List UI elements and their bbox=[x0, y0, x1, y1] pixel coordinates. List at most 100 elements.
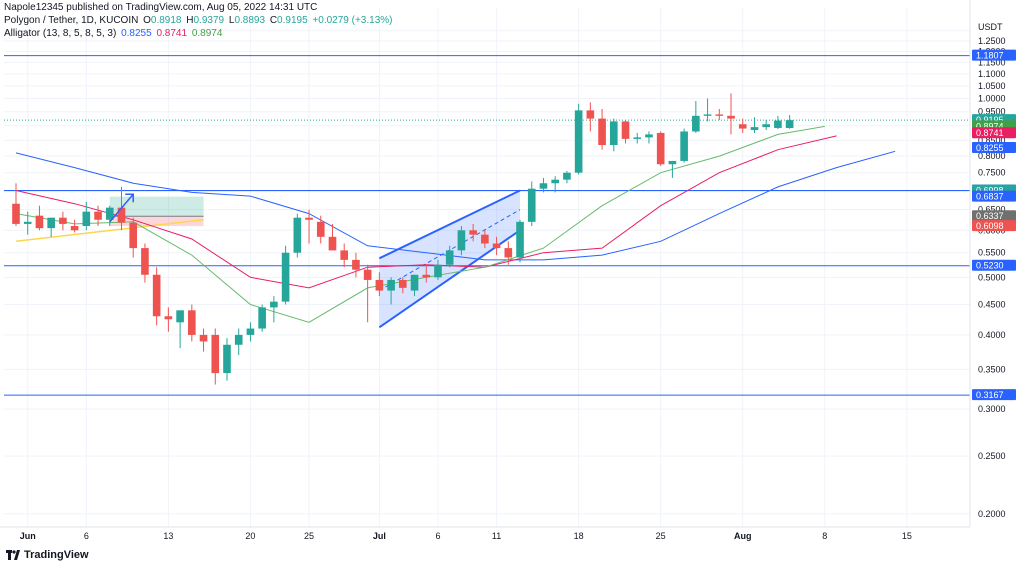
ohlc-close: 0.9195 bbox=[277, 15, 308, 26]
jaw-value: 0.8255 bbox=[121, 28, 152, 39]
price-tick-label: 1.0500 bbox=[978, 81, 1006, 91]
candle-body bbox=[199, 334, 208, 342]
symbol-name: Polygon / Tether, 1D, KUCOIN bbox=[4, 15, 139, 26]
candle-body bbox=[352, 259, 360, 270]
candle-body bbox=[23, 221, 32, 224]
time-tick-label: Jun bbox=[20, 531, 36, 541]
time-tick-label: Jul bbox=[373, 531, 386, 541]
candle-body bbox=[223, 344, 231, 374]
channel-upper-line bbox=[378, 189, 521, 260]
price-tick-label: 0.6500 bbox=[978, 205, 1006, 215]
candle-body bbox=[340, 250, 349, 260]
price-label-tag bbox=[972, 220, 1016, 232]
candle-body bbox=[399, 279, 407, 288]
time-tick-label: 6 bbox=[84, 531, 89, 541]
candle-body bbox=[316, 221, 325, 237]
candle-body bbox=[410, 274, 419, 291]
legend-symbol-row: Polygon / Tether, 1D, KUCOIN O0.8918 H0.… bbox=[4, 15, 392, 26]
candle-body bbox=[363, 269, 372, 280]
price-tick-label: 1.1500 bbox=[978, 57, 1006, 67]
price-tick-label: 1.1000 bbox=[978, 69, 1006, 79]
price-tick-label: 0.4000 bbox=[978, 330, 1006, 340]
time-tick-label: 20 bbox=[245, 531, 255, 541]
time-tick-label: 18 bbox=[574, 531, 584, 541]
price-label-text: 0.8974 bbox=[976, 121, 1004, 131]
candle-body bbox=[785, 120, 794, 129]
candle-body bbox=[750, 127, 759, 131]
time-tick-label: Aug bbox=[734, 531, 752, 541]
candle-body bbox=[105, 207, 114, 220]
candle-body bbox=[152, 274, 161, 317]
time-tick-label: 25 bbox=[304, 531, 314, 541]
candle-body bbox=[35, 215, 44, 229]
grid-layer bbox=[4, 8, 970, 527]
candle-body bbox=[129, 222, 138, 249]
price-label-text: 0.5230 bbox=[976, 261, 1004, 271]
lips-value: 0.8974 bbox=[191, 28, 223, 39]
candle-body bbox=[246, 328, 255, 335]
price-label-text: 0.8255 bbox=[976, 143, 1004, 153]
candle-body bbox=[680, 131, 688, 161]
candle-body bbox=[12, 203, 20, 224]
time-tick-label: 6 bbox=[435, 531, 440, 541]
candle-body bbox=[375, 279, 384, 291]
candle-body bbox=[715, 114, 724, 116]
candle-body bbox=[211, 334, 220, 374]
price-label-tag bbox=[972, 210, 1016, 222]
candle-body bbox=[527, 188, 536, 222]
candle-body bbox=[328, 236, 337, 251]
price-axis-bg bbox=[970, 0, 1024, 567]
candle-body bbox=[481, 234, 489, 244]
price-label-tag bbox=[972, 49, 1016, 61]
candle-body bbox=[234, 334, 243, 345]
candle-body bbox=[176, 310, 184, 323]
tradingview-logo-icon bbox=[6, 550, 20, 560]
time-axis: Jun 6 13 20 25 Jul 6 11 18 25 Aug 8 15 bbox=[20, 531, 912, 541]
candle-body bbox=[270, 301, 278, 308]
tradingview-logo[interactable]: TradingView bbox=[6, 549, 89, 561]
candle-body bbox=[305, 217, 313, 220]
ohlc-low: 0.8893 bbox=[234, 15, 266, 26]
price-tick-label: 0.8500 bbox=[978, 135, 1006, 145]
candle-body bbox=[422, 274, 431, 278]
alligator-teeth-line bbox=[15, 135, 837, 289]
alligator-jaw-line bbox=[15, 150, 896, 261]
candle-body bbox=[504, 248, 513, 258]
price-tick-label: 0.3500 bbox=[978, 364, 1006, 374]
time-tick-label: 8 bbox=[822, 531, 827, 541]
candle-body bbox=[59, 217, 67, 224]
candle-body bbox=[656, 132, 665, 165]
price-label-tag bbox=[972, 141, 1016, 153]
ohlc-h-label: H bbox=[186, 15, 194, 26]
price-label-text: 0.9195 bbox=[976, 115, 1004, 125]
candle-body bbox=[293, 217, 302, 253]
candles-layer bbox=[12, 93, 794, 385]
ohlc-high: 0.9379 bbox=[193, 15, 225, 26]
candle-body bbox=[47, 217, 55, 229]
candle-body bbox=[434, 264, 442, 278]
candle-body bbox=[668, 160, 677, 165]
time-tick-label: 15 bbox=[902, 531, 912, 541]
time-tick-label: 11 bbox=[492, 531, 501, 541]
candle-body bbox=[117, 207, 126, 223]
candle-body bbox=[164, 316, 173, 320]
candle-body bbox=[574, 110, 583, 173]
price-tick-label: 0.9500 bbox=[978, 107, 1006, 117]
candle-body bbox=[492, 243, 501, 249]
candle-body bbox=[774, 120, 782, 128]
price-tick-label: 1.2500 bbox=[978, 36, 1006, 46]
candle-body bbox=[738, 124, 747, 129]
price-tick-label: 0.7500 bbox=[978, 168, 1006, 178]
price-label-tag bbox=[972, 259, 1016, 271]
legend-indicator-row[interactable]: Alligator (13, 8, 5, 8, 5, 3) 0.8255 0.8… bbox=[4, 28, 222, 39]
candle-body bbox=[692, 115, 700, 132]
ohlc-open: 0.8918 bbox=[150, 15, 182, 26]
candle-body bbox=[598, 118, 606, 146]
candle-body bbox=[387, 279, 395, 291]
candle-body bbox=[727, 115, 735, 119]
tradingview-logo-text: TradingView bbox=[24, 549, 89, 561]
price-axis-currency: USDT bbox=[978, 22, 1003, 32]
candle-body bbox=[633, 137, 642, 139]
price-label-text: 0.6337 bbox=[976, 211, 1004, 221]
